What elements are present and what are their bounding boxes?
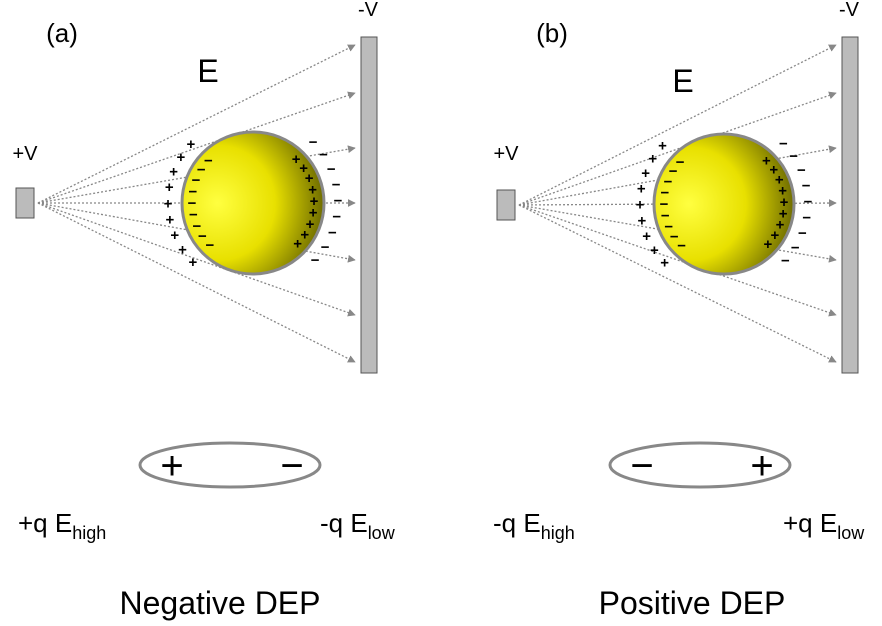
source-label: +V — [493, 143, 519, 165]
dipole-sign: + — [750, 444, 773, 488]
caption: Positive DEP — [599, 585, 786, 621]
charge-sign: + — [189, 254, 198, 271]
charge-sign: − — [802, 178, 811, 195]
field-label: E — [197, 53, 218, 89]
charge-sign: + — [637, 180, 646, 197]
caption: Negative DEP — [120, 585, 321, 621]
charge-sign: − — [332, 176, 341, 193]
charge-sign: − — [205, 237, 214, 254]
force-charge: -q E — [493, 508, 541, 538]
force-label: -q Elow — [320, 508, 396, 543]
charge-sign: + — [293, 236, 302, 253]
charge-sign: − — [309, 134, 318, 151]
charge-sign: + — [650, 242, 659, 259]
charge-sign: − — [676, 154, 685, 171]
charge-sign: + — [636, 196, 645, 213]
charge-sign: − — [321, 239, 330, 256]
charge-sign: + — [165, 212, 174, 229]
force-subscript: high — [541, 523, 575, 543]
charge-sign: + — [660, 254, 669, 271]
force-label: -q Ehigh — [493, 508, 575, 543]
source-label: +V — [12, 143, 38, 165]
charge-sign: + — [658, 138, 667, 155]
panel-label: (a) — [46, 18, 78, 48]
charge-sign: + — [169, 164, 178, 181]
force-label: +q Elow — [783, 508, 865, 543]
force-charge: -q E — [320, 508, 368, 538]
sink-label: -V — [358, 0, 379, 21]
sink-electrode — [842, 37, 858, 373]
sink-electrode — [361, 37, 377, 373]
charge-sign: − — [781, 252, 790, 269]
charge-sign: + — [648, 150, 657, 167]
force-charge: +q E — [18, 508, 72, 538]
charge-sign: + — [637, 212, 646, 229]
charge-sign: + — [177, 149, 186, 166]
charge-sign: + — [170, 227, 179, 244]
charge-sign: − — [327, 161, 336, 178]
charge-sign: − — [332, 209, 341, 226]
charge-sign: − — [204, 152, 213, 169]
force-subscript: low — [368, 523, 396, 543]
charge-sign: − — [779, 136, 788, 153]
charge-sign: − — [311, 252, 320, 269]
force-subscript: low — [837, 523, 865, 543]
charge-sign: + — [165, 179, 174, 196]
charge-sign: − — [334, 192, 343, 209]
charge-sign: + — [164, 195, 173, 212]
charge-sign: + — [642, 228, 651, 245]
force-charge: +q E — [783, 508, 837, 538]
charge-sign: + — [186, 136, 195, 153]
sink-label: -V — [839, 0, 860, 21]
charge-sign: + — [178, 242, 187, 259]
diagram: (a)E+V-V+−+−+−+−+−+−+−+−+−+−+−+−+−+−+−+−… — [0, 0, 882, 626]
charge-sign: − — [802, 210, 811, 227]
dipole-sign: − — [280, 444, 303, 488]
force-subscript: high — [72, 523, 106, 543]
source-electrode — [16, 188, 34, 218]
force-label: +q Ehigh — [18, 508, 106, 543]
source-electrode — [497, 190, 515, 220]
field-label: E — [672, 63, 693, 99]
dipole-sign: + — [160, 444, 183, 488]
charge-sign: − — [804, 194, 813, 211]
charge-sign: + — [763, 236, 772, 253]
dipole-sign: − — [630, 444, 653, 488]
charge-sign: − — [791, 239, 800, 256]
panel-label: (b) — [536, 18, 568, 48]
